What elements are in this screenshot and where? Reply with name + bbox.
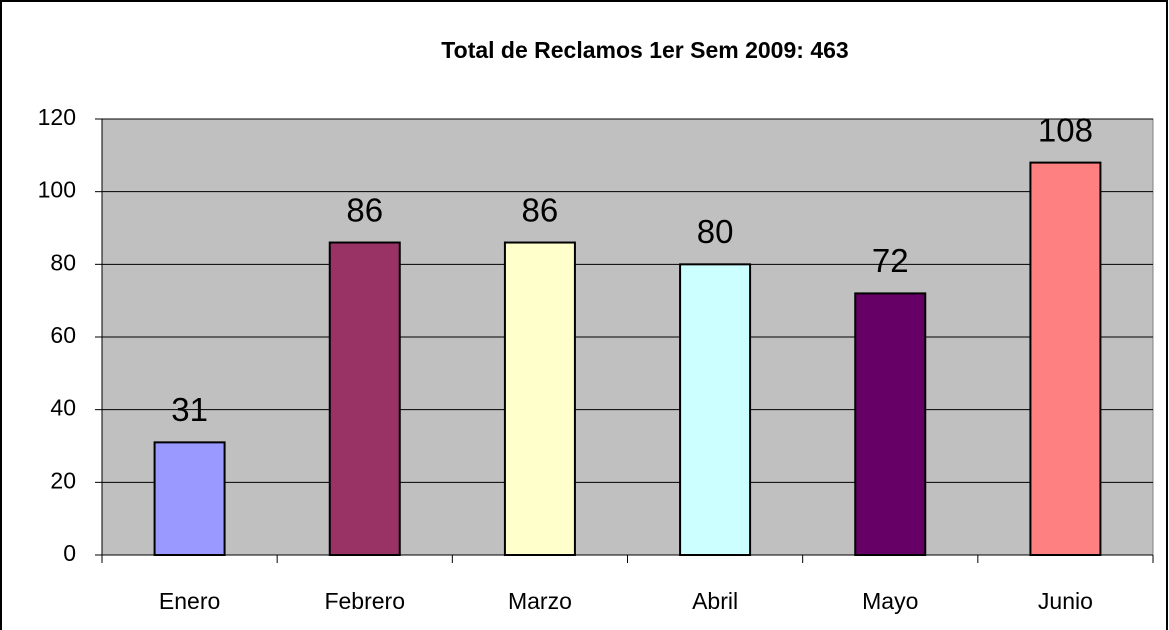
- x-tick-label: Mayo: [862, 588, 918, 614]
- bar: [153, 441, 226, 556]
- y-tick-label: 0: [63, 540, 76, 566]
- bar: [679, 263, 752, 556]
- y-tick-label: 60: [50, 322, 76, 348]
- data-label: 31: [171, 391, 208, 428]
- x-tick-label: Marzo: [508, 588, 572, 614]
- y-tick-label: 20: [50, 467, 76, 493]
- y-tick-label: 100: [38, 177, 76, 203]
- data-label: 108: [1038, 111, 1093, 148]
- x-tick-label: Junio: [1038, 588, 1093, 614]
- chart-title: Total de Reclamos 1er Sem 2009: 463: [441, 37, 848, 63]
- y-tick-label: 40: [50, 395, 76, 421]
- bar: [503, 241, 576, 557]
- x-tick-label: Abril: [692, 588, 738, 614]
- y-tick-label: 120: [38, 104, 76, 130]
- x-tick-label: Enero: [159, 588, 220, 614]
- data-label: 72: [872, 242, 909, 279]
- bar: [854, 292, 927, 556]
- bar: [1029, 161, 1102, 556]
- data-label: 80: [697, 213, 734, 250]
- bar: [328, 241, 401, 557]
- y-tick-label: 80: [50, 249, 76, 275]
- data-label: 86: [522, 191, 559, 228]
- x-tick-label: Febrero: [324, 588, 405, 614]
- data-label: 86: [346, 191, 383, 228]
